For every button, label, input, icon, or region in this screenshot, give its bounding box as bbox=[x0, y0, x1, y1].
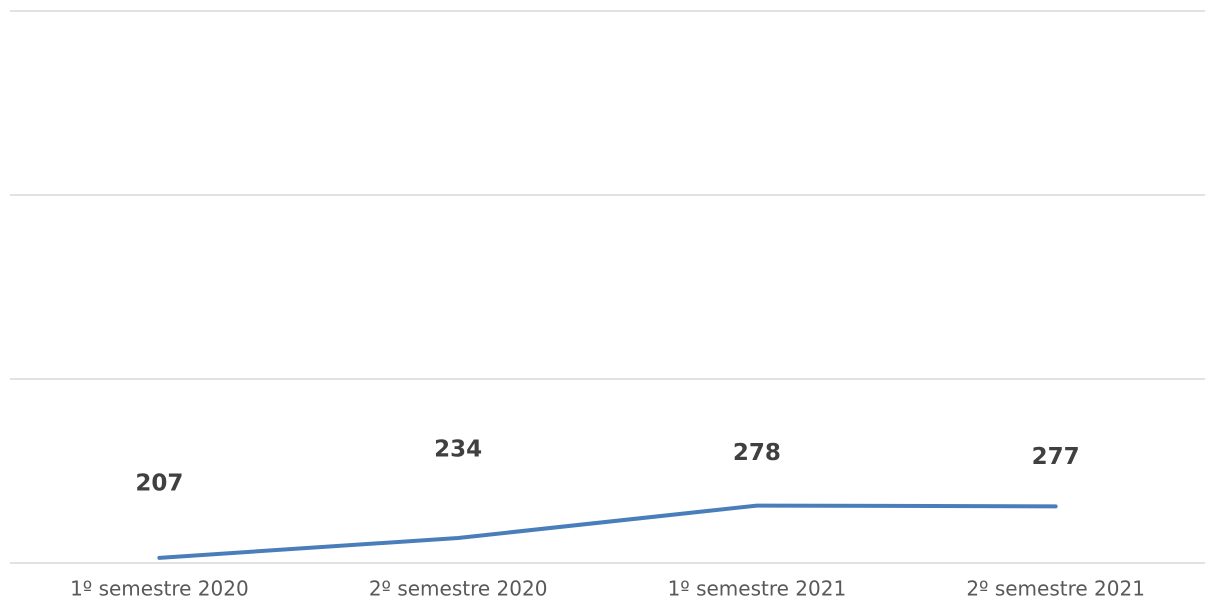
data-label: 278 bbox=[733, 440, 781, 466]
data-label: 277 bbox=[1032, 444, 1080, 470]
x-tick-label: 1º semestre 2021 bbox=[668, 577, 847, 601]
data-label: 234 bbox=[434, 436, 482, 462]
x-tick-label: 1º semestre 2020 bbox=[70, 577, 249, 601]
x-tick-label: 2º semestre 2021 bbox=[966, 577, 1145, 601]
data-label: 207 bbox=[135, 470, 183, 496]
line-series bbox=[157, 503, 1058, 560]
x-tick-label: 2º semestre 2020 bbox=[369, 577, 548, 601]
